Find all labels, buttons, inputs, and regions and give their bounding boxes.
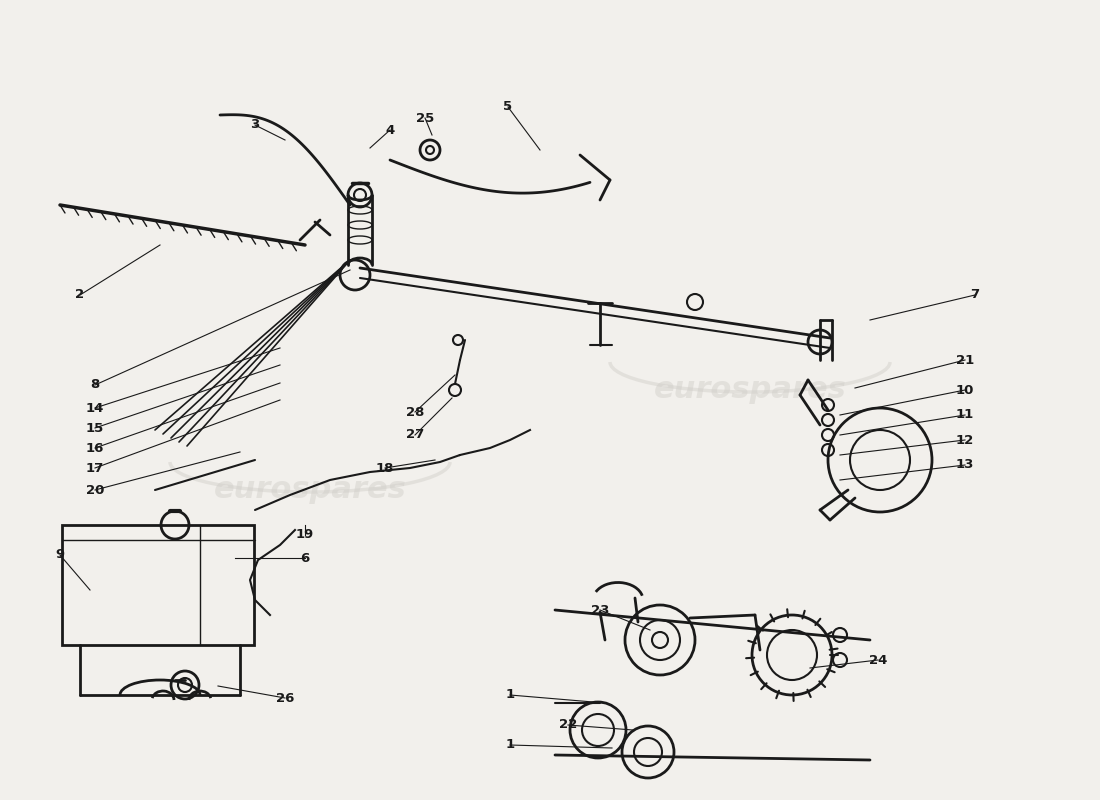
Text: 4: 4 xyxy=(385,123,395,137)
Text: 5: 5 xyxy=(504,101,513,114)
Text: 28: 28 xyxy=(406,406,425,418)
Text: 14: 14 xyxy=(86,402,104,414)
Text: 3: 3 xyxy=(251,118,260,131)
Text: 11: 11 xyxy=(956,409,975,422)
Text: 9: 9 xyxy=(55,549,65,562)
Text: 22: 22 xyxy=(559,718,578,731)
Text: 19: 19 xyxy=(296,529,315,542)
Text: 16: 16 xyxy=(86,442,104,454)
Text: 24: 24 xyxy=(869,654,888,666)
Text: 8: 8 xyxy=(90,378,100,391)
Text: 1: 1 xyxy=(505,689,515,702)
Text: 18: 18 xyxy=(376,462,394,474)
Bar xyxy=(62,525,254,645)
Text: 7: 7 xyxy=(970,289,980,302)
Text: 20: 20 xyxy=(86,483,104,497)
Text: eurospares: eurospares xyxy=(653,375,846,405)
Text: 2: 2 xyxy=(76,289,85,302)
Text: 23: 23 xyxy=(591,603,609,617)
Text: 10: 10 xyxy=(956,383,975,397)
Text: 21: 21 xyxy=(956,354,975,366)
Text: 26: 26 xyxy=(276,691,294,705)
Text: 25: 25 xyxy=(416,111,434,125)
Text: 15: 15 xyxy=(86,422,104,434)
Text: 1: 1 xyxy=(505,738,515,751)
Text: 13: 13 xyxy=(956,458,975,471)
Text: 12: 12 xyxy=(956,434,975,446)
Text: eurospares: eurospares xyxy=(213,475,406,505)
Text: 17: 17 xyxy=(86,462,104,474)
Text: 27: 27 xyxy=(406,429,425,442)
Text: 6: 6 xyxy=(300,551,309,565)
